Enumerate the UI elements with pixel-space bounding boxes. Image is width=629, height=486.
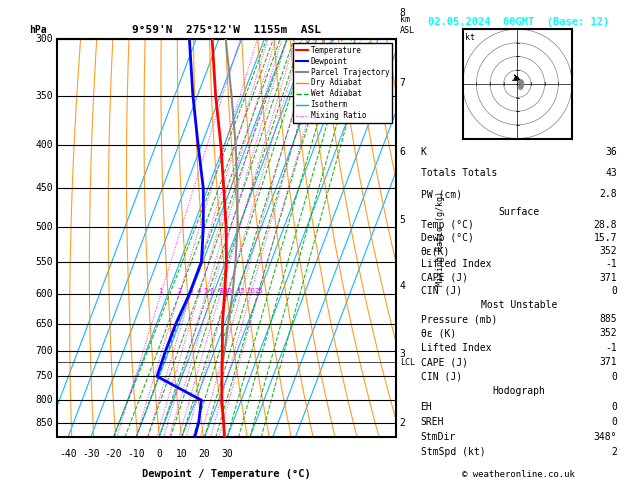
Text: © weatheronline.co.uk: © weatheronline.co.uk bbox=[462, 469, 576, 479]
Text: 5: 5 bbox=[204, 288, 208, 294]
Text: CIN (J): CIN (J) bbox=[421, 286, 462, 296]
Text: 352: 352 bbox=[599, 329, 617, 338]
Text: Hodograph: Hodograph bbox=[493, 386, 545, 397]
Text: -30: -30 bbox=[82, 450, 99, 459]
Text: 700: 700 bbox=[36, 346, 53, 356]
Text: 348°: 348° bbox=[594, 432, 617, 442]
Text: PW (cm): PW (cm) bbox=[421, 190, 462, 199]
Text: StmDir: StmDir bbox=[421, 432, 456, 442]
Text: StmSpd (kt): StmSpd (kt) bbox=[421, 447, 485, 457]
Text: 4: 4 bbox=[197, 288, 201, 294]
Text: θε(K): θε(K) bbox=[421, 246, 450, 256]
Text: 800: 800 bbox=[36, 395, 53, 405]
Text: 36: 36 bbox=[606, 147, 617, 156]
Text: 0: 0 bbox=[611, 417, 617, 427]
Text: Most Unstable: Most Unstable bbox=[481, 300, 557, 310]
Text: 0: 0 bbox=[611, 401, 617, 412]
Text: 0: 0 bbox=[156, 450, 162, 459]
Text: Lifted Index: Lifted Index bbox=[421, 260, 491, 269]
Text: 500: 500 bbox=[36, 222, 53, 232]
Text: 600: 600 bbox=[36, 289, 53, 299]
Text: Surface: Surface bbox=[498, 207, 540, 217]
Title: 9°59'N  275°12'W  1155m  ASL: 9°59'N 275°12'W 1155m ASL bbox=[132, 25, 321, 35]
Text: 5: 5 bbox=[399, 215, 406, 226]
Text: 43: 43 bbox=[606, 168, 617, 178]
Text: 350: 350 bbox=[36, 91, 53, 101]
Text: 2.8: 2.8 bbox=[599, 190, 617, 199]
Text: LCL: LCL bbox=[399, 358, 415, 367]
Text: CAPE (J): CAPE (J) bbox=[421, 357, 467, 367]
Text: 850: 850 bbox=[36, 417, 53, 428]
Text: 3: 3 bbox=[189, 288, 193, 294]
Text: 0: 0 bbox=[611, 372, 617, 382]
Text: 15.7: 15.7 bbox=[594, 233, 617, 243]
Text: Dewp (°C): Dewp (°C) bbox=[421, 233, 474, 243]
Text: 885: 885 bbox=[599, 314, 617, 324]
Text: Pressure (mb): Pressure (mb) bbox=[421, 314, 497, 324]
Text: 7: 7 bbox=[399, 78, 406, 88]
Text: 10: 10 bbox=[223, 288, 232, 294]
Text: 371: 371 bbox=[599, 357, 617, 367]
Text: 6: 6 bbox=[209, 288, 213, 294]
Text: -20: -20 bbox=[104, 450, 122, 459]
Text: 20: 20 bbox=[246, 288, 255, 294]
Text: 15: 15 bbox=[237, 288, 245, 294]
Text: CIN (J): CIN (J) bbox=[421, 372, 462, 382]
Text: 4: 4 bbox=[399, 281, 406, 291]
Text: 2: 2 bbox=[611, 447, 617, 457]
Text: 371: 371 bbox=[599, 273, 617, 283]
Text: CAPE (J): CAPE (J) bbox=[421, 273, 467, 283]
Text: -40: -40 bbox=[59, 450, 77, 459]
Text: -10: -10 bbox=[127, 450, 145, 459]
Text: 2: 2 bbox=[177, 288, 181, 294]
Text: 550: 550 bbox=[36, 257, 53, 267]
Text: Temp (°C): Temp (°C) bbox=[421, 220, 474, 230]
Text: Totals Totals: Totals Totals bbox=[421, 168, 497, 178]
Text: Dewpoint / Temperature (°C): Dewpoint / Temperature (°C) bbox=[142, 469, 311, 479]
Text: 3: 3 bbox=[399, 349, 406, 359]
Text: 1: 1 bbox=[159, 288, 163, 294]
Text: 28.8: 28.8 bbox=[594, 220, 617, 230]
Text: 650: 650 bbox=[36, 319, 53, 329]
Text: 750: 750 bbox=[36, 371, 53, 382]
Text: 20: 20 bbox=[199, 450, 210, 459]
Text: SREH: SREH bbox=[421, 417, 444, 427]
Text: 450: 450 bbox=[36, 183, 53, 193]
Legend: Temperature, Dewpoint, Parcel Trajectory, Dry Adiabat, Wet Adiabat, Isotherm, Mi: Temperature, Dewpoint, Parcel Trajectory… bbox=[293, 43, 392, 123]
Text: θε (K): θε (K) bbox=[421, 329, 456, 338]
Text: 10: 10 bbox=[175, 450, 187, 459]
Text: Mixing Ratio (g/kg): Mixing Ratio (g/kg) bbox=[436, 191, 445, 286]
Text: 0: 0 bbox=[611, 286, 617, 296]
Text: Lifted Index: Lifted Index bbox=[421, 343, 491, 353]
Text: hPa: hPa bbox=[30, 25, 47, 35]
Text: 30: 30 bbox=[221, 450, 233, 459]
Text: 6: 6 bbox=[399, 147, 406, 157]
Text: 8: 8 bbox=[399, 8, 406, 18]
Text: 400: 400 bbox=[36, 140, 53, 150]
Text: kt: kt bbox=[465, 33, 476, 42]
Text: -1: -1 bbox=[606, 343, 617, 353]
Text: km
ASL: km ASL bbox=[399, 16, 415, 35]
Text: -1: -1 bbox=[606, 260, 617, 269]
Text: 300: 300 bbox=[36, 34, 53, 44]
Text: K: K bbox=[421, 147, 426, 156]
Text: 02.05.2024  00GMT  (Base: 12): 02.05.2024 00GMT (Base: 12) bbox=[428, 17, 610, 27]
Text: 25: 25 bbox=[254, 288, 263, 294]
Text: 352: 352 bbox=[599, 246, 617, 256]
Text: 8: 8 bbox=[218, 288, 223, 294]
Text: EH: EH bbox=[421, 401, 432, 412]
Text: 2: 2 bbox=[399, 417, 406, 428]
